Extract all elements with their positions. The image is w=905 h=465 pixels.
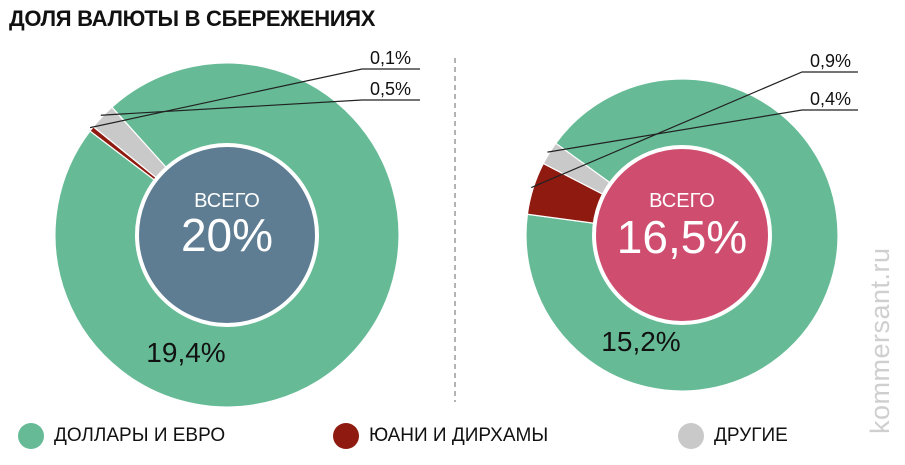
legend-label: ЮАНИ И ДИРХАМЫ (369, 425, 549, 446)
legend-item-usd-eur: ДОЛЛАРЫ И ЕВРО (18, 418, 225, 454)
center-circle (592, 145, 772, 325)
center-label: ВСЕГО (194, 190, 260, 212)
value-label-cny-aed: 0,9% (810, 51, 851, 71)
chart-title: ДОЛЯ ВАЛЮТЫ В СБЕРЕЖЕНИЯХ (9, 6, 376, 31)
center-label: ВСЕГО (649, 190, 715, 212)
callout-line (547, 109, 858, 153)
callout-line (531, 71, 858, 189)
watermark: kommersant.ru (865, 247, 895, 434)
value-label-other: 0,5% (370, 79, 411, 99)
legend-item-other: ДРУГИЕ (678, 418, 788, 454)
center-total: 16,5% (617, 211, 747, 263)
legend-swatch-red (333, 423, 359, 449)
value-label-other: 0,4% (810, 89, 851, 109)
legend-label: ДОЛЛАРЫ И ЕВРО (54, 425, 226, 446)
center-total: 20% (181, 209, 273, 261)
value-label-usd-eur: 15,2% (601, 326, 680, 357)
legend-swatch-gray (678, 423, 704, 449)
callout-line (100, 99, 420, 116)
callout-line (89, 68, 420, 129)
legend-item-cny-aed: ЮАНИ И ДИРХАМЫ (333, 418, 548, 454)
center-circle (135, 143, 319, 327)
value-label-usd-eur: 19,4% (146, 337, 225, 368)
legend-swatch-green (18, 423, 44, 449)
value-label-cny-aed: 0,1% (370, 48, 411, 68)
legend-label: ДРУГИЕ (714, 425, 788, 446)
